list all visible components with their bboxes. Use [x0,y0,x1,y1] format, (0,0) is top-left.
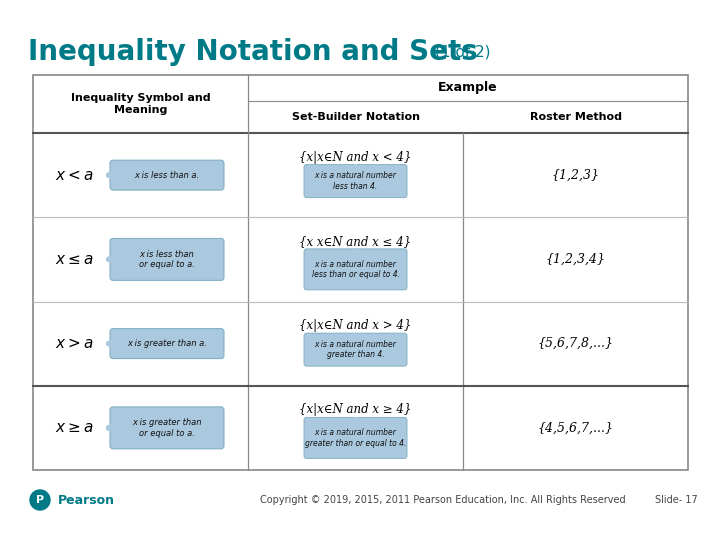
Bar [33,75,688,470]
Text: x is greater than
or equal to a.: x is greater than or equal to a. [132,418,202,437]
Text: x is less than
or equal to a.: x is less than or equal to a. [139,249,195,269]
Text: Pearson: Pearson [58,494,115,507]
FancyBboxPatch shape [304,165,407,198]
FancyBboxPatch shape [110,407,224,449]
FancyBboxPatch shape [110,160,224,190]
Text: {1,2,3,4}: {1,2,3,4} [546,253,606,266]
Text: {x|x∈N and x < 4}: {x|x∈N and x < 4} [300,151,412,164]
Text: $x \leq a$: $x \leq a$ [55,252,94,267]
Text: $x < a$: $x < a$ [55,167,94,183]
Text: {x x∈N and x ≤ 4}: {x x∈N and x ≤ 4} [300,235,412,248]
Text: {4,5,6,7,...}: {4,5,6,7,...} [538,421,613,434]
Text: Copyright © 2019, 2015, 2011 Pearson Education, Inc. All Rights Reserved: Copyright © 2019, 2015, 2011 Pearson Edu… [260,495,626,505]
Text: Set-Builder Notation: Set-Builder Notation [292,112,420,122]
Text: P: P [36,495,44,505]
Text: Inequality Notation and Sets: Inequality Notation and Sets [28,38,478,66]
Text: x is less than a.: x is less than a. [135,171,199,180]
Text: x is a natural number
less than or equal to 4.: x is a natural number less than or equal… [312,260,400,279]
Text: x is a natural number
less than 4.: x is a natural number less than 4. [315,171,397,191]
Text: Roster Method: Roster Method [529,112,621,122]
FancyBboxPatch shape [304,333,407,366]
Circle shape [30,490,50,510]
FancyBboxPatch shape [304,417,407,458]
Text: Slide- 17: Slide- 17 [655,495,698,505]
Text: x is greater than a.: x is greater than a. [127,339,207,348]
FancyBboxPatch shape [110,329,224,359]
Text: $x > a$: $x > a$ [55,336,94,351]
Text: x is a natural number
greater than or equal to 4.: x is a natural number greater than or eq… [305,428,406,448]
Text: {x|x∈N and x > 4}: {x|x∈N and x > 4} [300,319,412,332]
FancyBboxPatch shape [304,249,407,290]
Text: $x \geq a$: $x \geq a$ [55,420,94,435]
Text: x is a natural number
greater than 4.: x is a natural number greater than 4. [315,340,397,359]
Text: {5,6,7,8,...}: {5,6,7,8,...} [538,337,613,350]
Text: {1,2,3}: {1,2,3} [552,168,600,181]
Text: Example: Example [438,82,498,94]
Text: (1 of 2): (1 of 2) [435,44,490,59]
FancyBboxPatch shape [110,238,224,280]
Text: Inequality Symbol and
Meaning: Inequality Symbol and Meaning [71,93,210,115]
Text: {x|x∈N and x ≥ 4}: {x|x∈N and x ≥ 4} [300,403,412,416]
